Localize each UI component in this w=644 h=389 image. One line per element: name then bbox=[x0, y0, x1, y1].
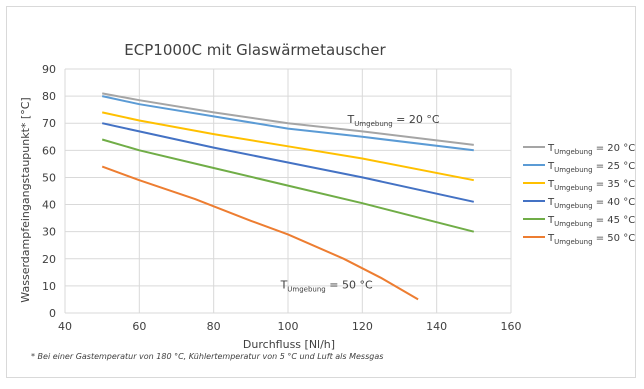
y-tick-label: 90 bbox=[42, 63, 56, 76]
series-line-1 bbox=[102, 92, 474, 146]
legend: TUmgebung = 20 °C TUmgebung = 25 °C TUmgeb… bbox=[523, 143, 635, 246]
series-line-6 bbox=[101, 165, 419, 301]
series-line-5 bbox=[101, 138, 475, 233]
x-tick-label: 80 bbox=[207, 320, 221, 333]
y-tick-label: 30 bbox=[42, 226, 56, 239]
y-tick-label: 10 bbox=[42, 280, 56, 293]
x-tick-label: 120 bbox=[352, 320, 373, 333]
y-tick-label: 50 bbox=[42, 171, 56, 184]
legend-label-3: TUmgebung = 35 °C bbox=[547, 179, 635, 192]
chart-title: ECP1000C mit Glaswärmetauscher bbox=[124, 41, 386, 59]
y-axis-label: Wasserdampfeingangstaupunkt* [°C] bbox=[19, 97, 32, 302]
x-axis-label: Durchfluss [Nl/h] bbox=[243, 338, 335, 351]
chart-svg: ECP1000C mit Glaswärmetauscher 0 10 20 30 40… bbox=[19, 41, 635, 361]
legend-label-1: TUmgebung = 20 °C bbox=[547, 143, 635, 156]
series-line-2 bbox=[101, 95, 474, 152]
legend-label-6: TUmgebung = 50 °C bbox=[547, 233, 635, 246]
x-tick-label: 40 bbox=[58, 320, 72, 333]
x-tick-label: 100 bbox=[278, 320, 299, 333]
x-tick-label: 140 bbox=[426, 320, 447, 333]
y-tick-label: 40 bbox=[42, 199, 56, 212]
series-line-3 bbox=[101, 111, 474, 182]
legend-label-4: TUmgebung = 40 °C bbox=[547, 197, 635, 210]
y-tick-label: 20 bbox=[42, 253, 56, 266]
footnote: * Bei einer Gastemperatur von 180 °C, Kü… bbox=[31, 352, 383, 361]
chart-frame: ECP1000C mit Glaswärmetauscher 0 10 20 30 40… bbox=[6, 6, 636, 378]
legend-label-2: TUmgebung = 25 °C bbox=[547, 161, 635, 174]
tick-labels: 0 10 20 30 40 50 60 70 80 90 40 60 80 100 120 140 160 bbox=[42, 63, 522, 333]
y-tick-label: 0 bbox=[49, 307, 56, 320]
series-line-4 bbox=[101, 122, 475, 203]
x-tick-label: 160 bbox=[501, 320, 522, 333]
annotation-label-2: TUmgebung = 50 °C bbox=[280, 279, 373, 294]
annotations: TUmgebung = 20 °C TUmgebung = 50 °C bbox=[280, 113, 440, 293]
y-tick-label: 80 bbox=[42, 90, 56, 103]
grid bbox=[64, 68, 512, 314]
annotation-label-1: TUmgebung = 20 °C bbox=[346, 113, 439, 128]
x-tick-label: 60 bbox=[132, 320, 146, 333]
y-tick-label: 70 bbox=[42, 117, 56, 130]
y-tick-label: 60 bbox=[42, 144, 56, 157]
legend-label-5: TUmgebung = 45 °C bbox=[547, 215, 635, 228]
series-lines bbox=[101, 92, 475, 301]
